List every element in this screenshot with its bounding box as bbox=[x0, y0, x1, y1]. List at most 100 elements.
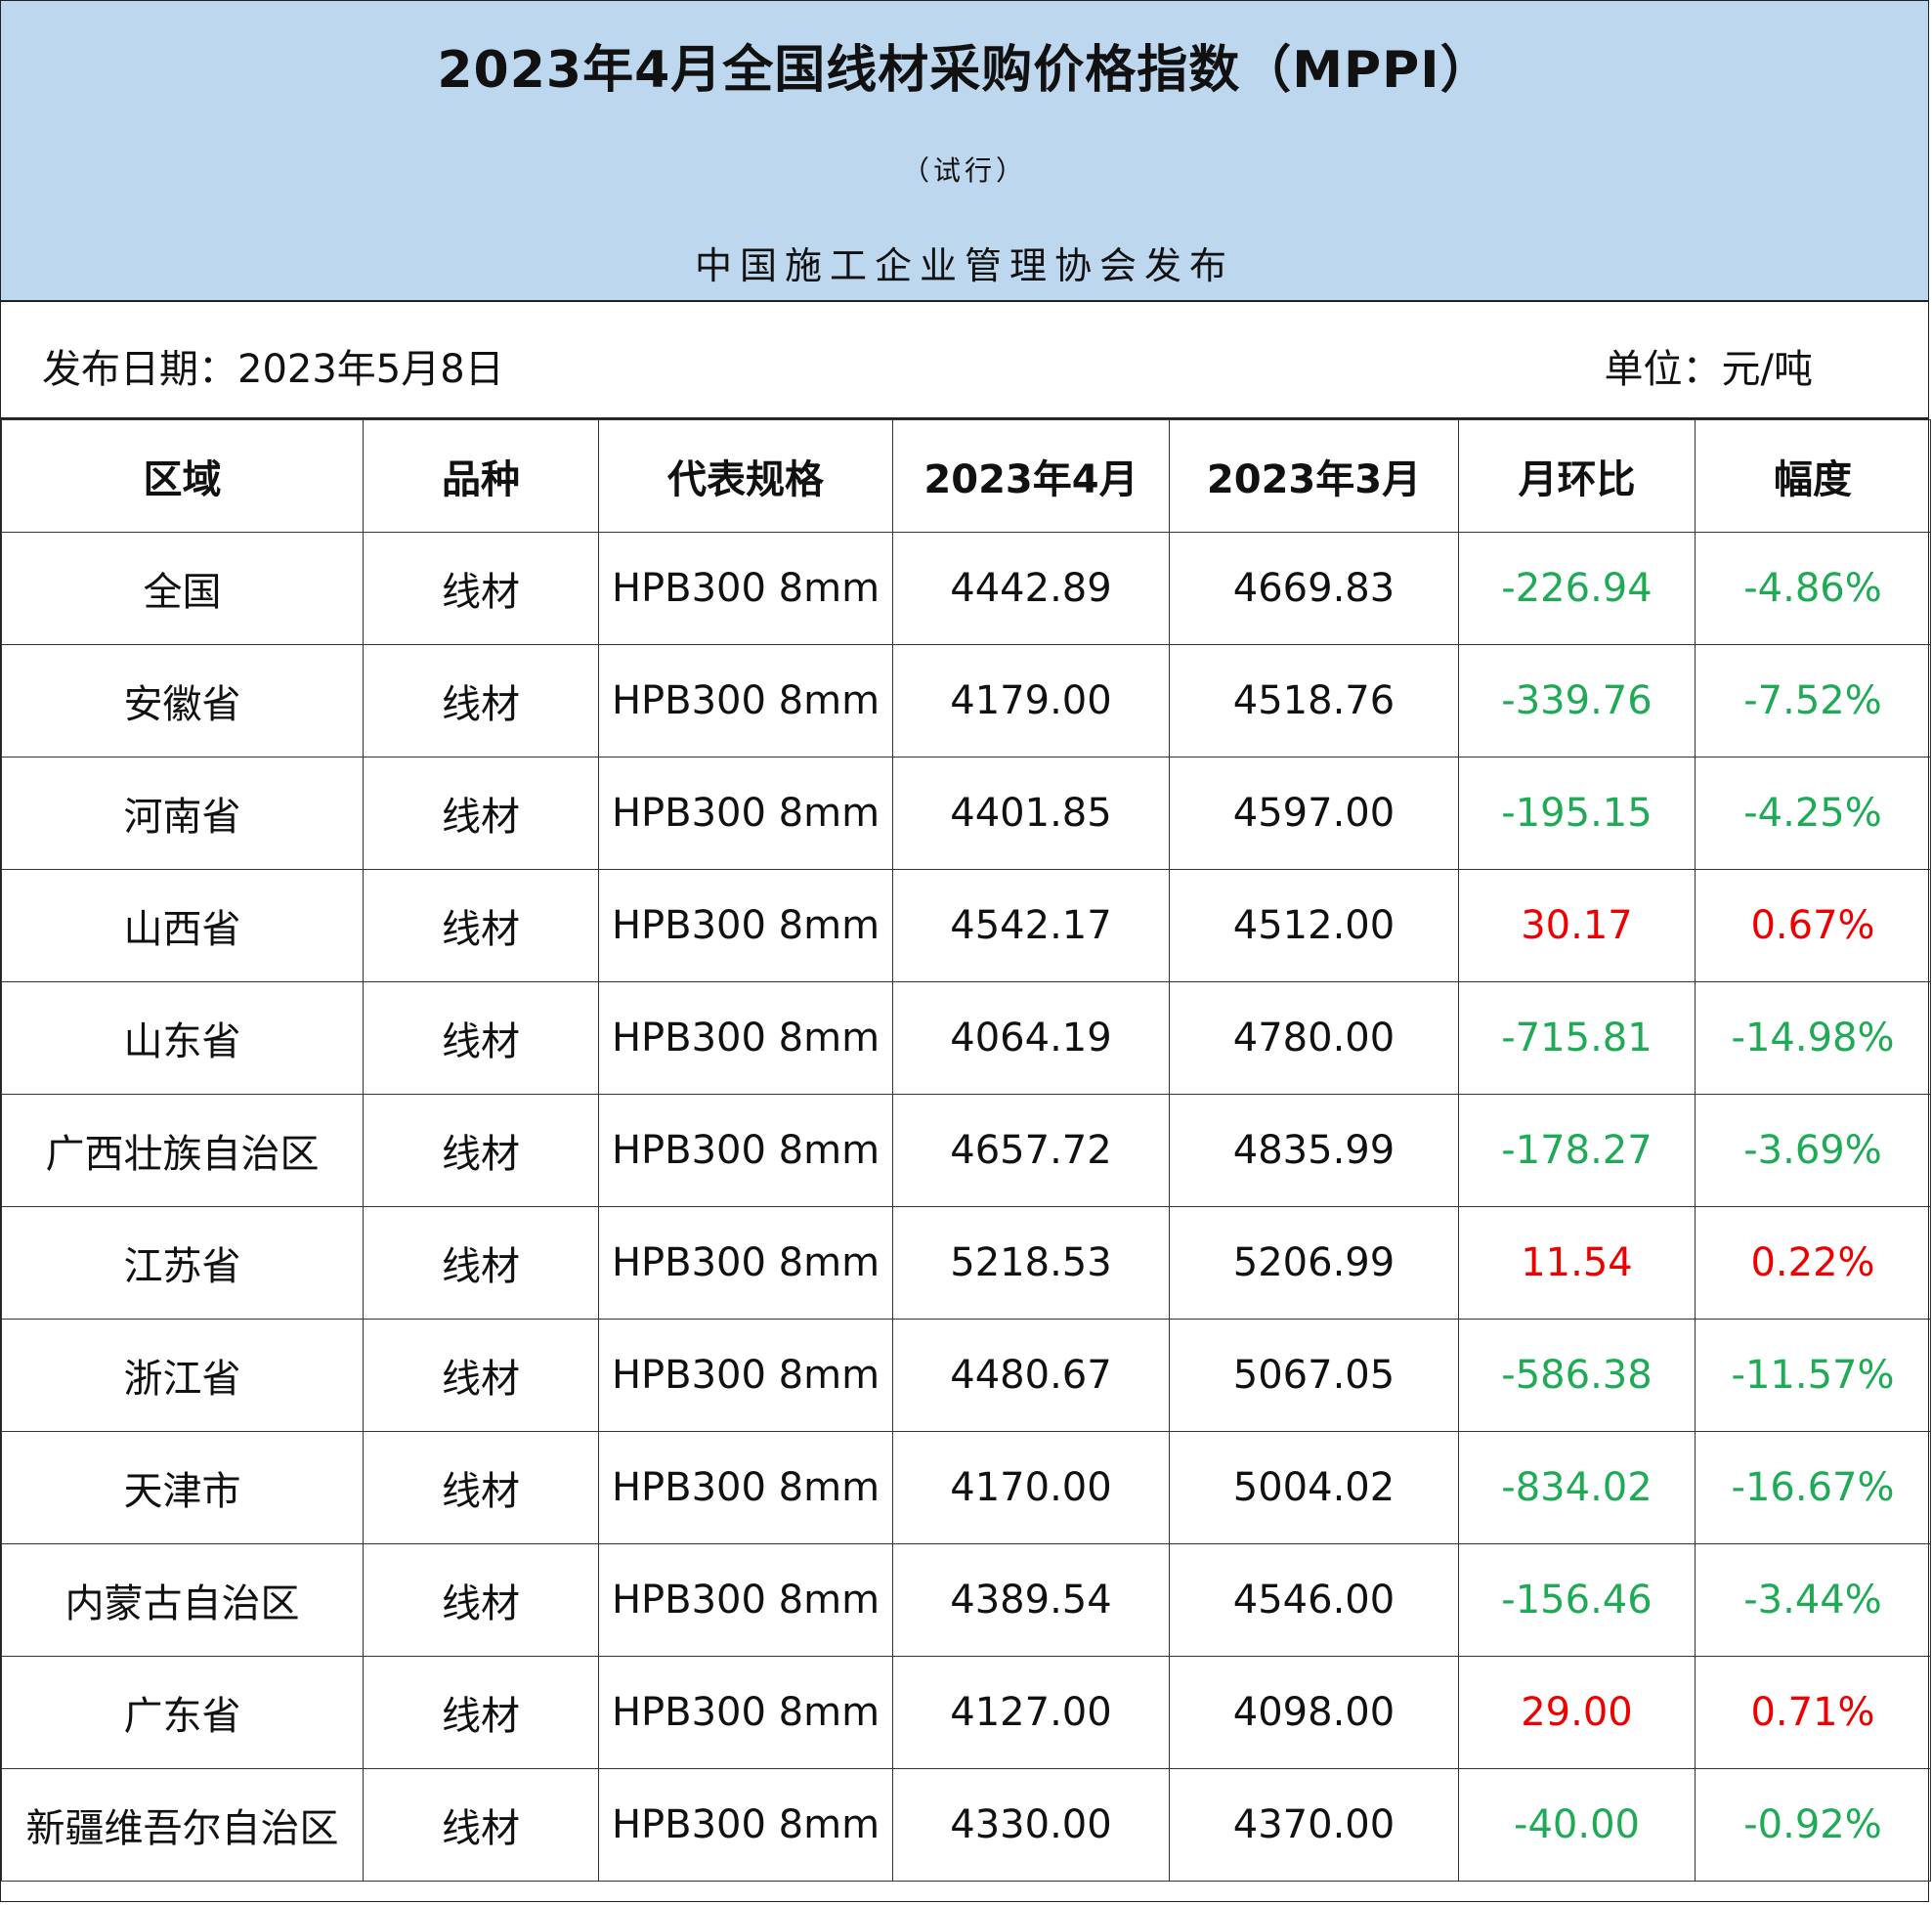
page-title: 2023年4月全国线材采购价格指数（MPPI） bbox=[437, 41, 1492, 100]
cell-april-price: 4542.17 bbox=[892, 869, 1170, 982]
cell-pct-change: 0.67% bbox=[1695, 869, 1931, 982]
cell-spec: HPB300 8mm bbox=[598, 1206, 893, 1320]
cell-spec: HPB300 8mm bbox=[598, 1094, 893, 1207]
cell-region: 新疆维吾尔自治区 bbox=[1, 1768, 364, 1882]
cell-mom-change: -339.76 bbox=[1458, 644, 1696, 758]
unit-label: 单位：元/吨 bbox=[1604, 347, 1813, 392]
cell-april-price: 4480.67 bbox=[892, 1319, 1170, 1432]
cell-mom-change: -40.00 bbox=[1458, 1768, 1696, 1882]
cell-april-price: 4064.19 bbox=[892, 981, 1170, 1095]
cell-mom-change: -195.15 bbox=[1458, 757, 1696, 870]
cell-spec: HPB300 8mm bbox=[598, 1768, 893, 1882]
meta-row: 发布日期：2023年5月8日 单位：元/吨 bbox=[1, 302, 1928, 419]
cell-variety: 线材 bbox=[363, 1768, 599, 1882]
cell-april-price: 4442.89 bbox=[892, 532, 1170, 645]
cell-variety: 线材 bbox=[363, 1431, 599, 1544]
cell-april-price: 4170.00 bbox=[892, 1431, 1170, 1544]
column-header-variety: 品种 bbox=[363, 419, 599, 533]
cell-variety: 线材 bbox=[363, 1543, 599, 1657]
cell-mom-change: -178.27 bbox=[1458, 1094, 1696, 1207]
cell-variety: 线材 bbox=[363, 1094, 599, 1207]
cell-april-price: 4389.54 bbox=[892, 1543, 1170, 1657]
title-banner: 2023年4月全国线材采购价格指数（MPPI） （试行） 中国施工企业管理协会发… bbox=[1, 1, 1928, 302]
column-header-spec: 代表规格 bbox=[598, 419, 893, 533]
cell-region: 河南省 bbox=[1, 757, 364, 870]
cell-region: 山西省 bbox=[1, 869, 364, 982]
publisher-line: 中国施工企业管理协会发布 bbox=[694, 244, 1234, 287]
cell-mom-change: -156.46 bbox=[1458, 1543, 1696, 1657]
table-row: 山东省 线材 HPB300 8mm 4064.19 4780.00 -715.81 -14.… bbox=[1, 981, 1931, 1095]
cell-variety: 线材 bbox=[363, 869, 599, 982]
cell-march-price: 4512.00 bbox=[1169, 869, 1459, 982]
cell-pct-change: -0.92% bbox=[1695, 1768, 1931, 1882]
cell-spec: HPB300 8mm bbox=[598, 757, 893, 870]
cell-mom-change: 29.00 bbox=[1458, 1656, 1696, 1769]
cell-mom-change: -586.38 bbox=[1458, 1319, 1696, 1432]
cell-variety: 线材 bbox=[363, 1206, 599, 1320]
cell-april-price: 4330.00 bbox=[892, 1768, 1170, 1882]
table-row: 广西壮族自治区 线材 HPB300 8mm 4657.72 4835.99 -178.27… bbox=[1, 1094, 1931, 1207]
cell-spec: HPB300 8mm bbox=[598, 1431, 893, 1544]
cell-april-price: 4179.00 bbox=[892, 644, 1170, 758]
cell-region: 广西壮族自治区 bbox=[1, 1094, 364, 1207]
cell-region: 山东省 bbox=[1, 981, 364, 1095]
cell-pct-change: -3.69% bbox=[1695, 1094, 1931, 1207]
column-header-april: 2023年4月 bbox=[892, 419, 1170, 533]
cell-march-price: 4518.76 bbox=[1169, 644, 1459, 758]
column-header-pct: 幅度 bbox=[1695, 419, 1931, 533]
cell-spec: HPB300 8mm bbox=[598, 981, 893, 1095]
cell-pct-change: -11.57% bbox=[1695, 1319, 1931, 1432]
cell-variety: 线材 bbox=[363, 1319, 599, 1432]
table-row: 新疆维吾尔自治区 线材 HPB300 8mm 4330.00 4370.00 -40.00… bbox=[1, 1768, 1931, 1882]
cell-march-price: 4669.83 bbox=[1169, 532, 1459, 645]
cell-spec: HPB300 8mm bbox=[598, 532, 893, 645]
cell-april-price: 4127.00 bbox=[892, 1656, 1170, 1769]
cell-spec: HPB300 8mm bbox=[598, 1543, 893, 1657]
publish-date: 发布日期：2023年5月8日 bbox=[42, 347, 504, 392]
cell-spec: HPB300 8mm bbox=[598, 869, 893, 982]
cell-region: 内蒙古自治区 bbox=[1, 1543, 364, 1657]
cell-pct-change: 0.71% bbox=[1695, 1656, 1931, 1769]
cell-region: 浙江省 bbox=[1, 1319, 364, 1432]
cell-spec: HPB300 8mm bbox=[598, 1319, 893, 1432]
cell-march-price: 4370.00 bbox=[1169, 1768, 1459, 1882]
cell-pct-change: 0.22% bbox=[1695, 1206, 1931, 1320]
table-row: 安徽省 线材 HPB300 8mm 4179.00 4518.76 -339.76 -7.5… bbox=[1, 644, 1931, 758]
table-row: 广东省 线材 HPB300 8mm 4127.00 4098.00 29.00 0.71% bbox=[1, 1656, 1931, 1769]
cell-mom-change: -834.02 bbox=[1458, 1431, 1696, 1544]
table-row: 河南省 线材 HPB300 8mm 4401.85 4597.00 -195.15 -4.2… bbox=[1, 757, 1931, 870]
cell-march-price: 4546.00 bbox=[1169, 1543, 1459, 1657]
cell-spec: HPB300 8mm bbox=[598, 644, 893, 758]
cell-march-price: 4835.99 bbox=[1169, 1094, 1459, 1207]
table-row: 内蒙古自治区 线材 HPB300 8mm 4389.54 4546.00 -156.46-… bbox=[1, 1543, 1931, 1657]
column-header-march: 2023年3月 bbox=[1169, 419, 1459, 533]
table-row: 山西省 线材 HPB300 8mm 4542.17 4512.00 30.17 0.67% bbox=[1, 869, 1931, 982]
cell-april-price: 4401.85 bbox=[892, 757, 1170, 870]
cell-pct-change: -16.67% bbox=[1695, 1431, 1931, 1544]
table-row: 浙江省 线材 HPB300 8mm 4480.67 5067.05 -586.38 -11.… bbox=[1, 1319, 1931, 1432]
cell-mom-change: 30.17 bbox=[1458, 869, 1696, 982]
page-subtitle: （试行） bbox=[901, 154, 1027, 187]
cell-april-price: 4657.72 bbox=[892, 1094, 1170, 1207]
column-header-region: 区域 bbox=[1, 419, 364, 533]
cell-variety: 线材 bbox=[363, 644, 599, 758]
table-body: 全国 线材 HPB300 8mm 4442.89 4669.83 -226.94 -4.86… bbox=[1, 532, 1931, 1882]
cell-variety: 线材 bbox=[363, 981, 599, 1095]
table-row: 全国 线材 HPB300 8mm 4442.89 4669.83 -226.94 -4.86… bbox=[1, 532, 1931, 645]
cell-variety: 线材 bbox=[363, 532, 599, 645]
cell-pct-change: -14.98% bbox=[1695, 981, 1931, 1095]
table-row: 江苏省 线材 HPB300 8mm 5218.53 5206.99 11.54 0.22% bbox=[1, 1206, 1931, 1320]
cell-region: 天津市 bbox=[1, 1431, 364, 1544]
table-header-row: 区域 品种 代表规格 2023年4月 2023年3月 月环比 幅度 bbox=[1, 419, 1931, 533]
cell-region: 广东省 bbox=[1, 1656, 364, 1769]
cell-march-price: 5004.02 bbox=[1169, 1431, 1459, 1544]
cell-pct-change: -4.25% bbox=[1695, 757, 1931, 870]
cell-variety: 线材 bbox=[363, 757, 599, 870]
price-table: 区域 品种 代表规格 2023年4月 2023年3月 月环比 幅度 全国 线材 HP… bbox=[1, 419, 1931, 1882]
column-header-mom: 月环比 bbox=[1458, 419, 1696, 533]
cell-mom-change: -226.94 bbox=[1458, 532, 1696, 645]
cell-april-price: 5218.53 bbox=[892, 1206, 1170, 1320]
cell-region: 全国 bbox=[1, 532, 364, 645]
cell-region: 江苏省 bbox=[1, 1206, 364, 1320]
cell-pct-change: -7.52% bbox=[1695, 644, 1931, 758]
